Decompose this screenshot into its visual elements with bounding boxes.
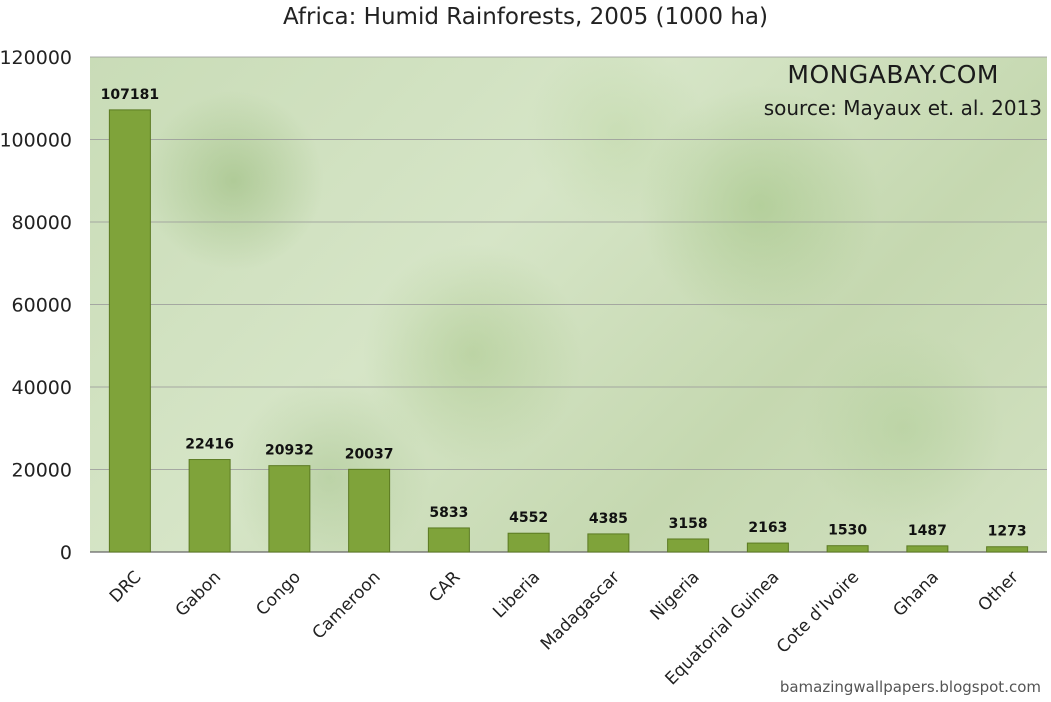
x-tick-label: Nigeria — [647, 567, 704, 624]
bar — [746, 542, 789, 553]
bar — [507, 532, 550, 553]
y-tick-label: 120000 — [0, 47, 72, 69]
y-tick-label: 40000 — [12, 377, 72, 399]
data-label: 1487 — [908, 523, 947, 539]
data-label: 4385 — [589, 511, 628, 527]
y-tick-label: 60000 — [12, 295, 72, 317]
data-label: 20037 — [345, 446, 394, 462]
data-label: 22416 — [185, 437, 234, 453]
data-label: 20932 — [265, 443, 314, 459]
y-tick-label: 100000 — [0, 130, 72, 152]
bar — [826, 545, 869, 553]
bar — [427, 527, 470, 553]
bar — [667, 538, 710, 553]
y-tick-label: 80000 — [12, 212, 72, 234]
watermark-brand: MONGABAY.COM — [787, 60, 999, 89]
x-tick-label: Gabon — [172, 567, 225, 620]
data-label: 3158 — [669, 516, 708, 532]
bar — [587, 533, 630, 553]
data-label: 1273 — [988, 524, 1027, 540]
x-tick-label: DRC — [106, 567, 146, 607]
x-tick-label: Liberia — [489, 567, 544, 622]
x-tick-label: Other — [974, 567, 1022, 615]
x-tick-label: Congo — [252, 567, 305, 620]
watermark-source: source: Mayaux et. al. 2013 — [763, 96, 1042, 120]
footer-credit: bamazingwallpapers.blogspot.com — [779, 678, 1041, 696]
bar — [348, 468, 391, 553]
data-label: 5833 — [429, 505, 468, 521]
x-tick-label: CAR — [425, 567, 464, 606]
data-label: 4552 — [509, 510, 548, 526]
data-label: 107181 — [101, 87, 159, 103]
x-tick-label: Ghana — [889, 567, 942, 620]
bar — [906, 545, 949, 553]
y-tick-label: 0 — [60, 542, 72, 564]
bar — [108, 109, 151, 553]
x-tick-label: Cote d'Ivoire — [773, 567, 863, 657]
chart-title: Africa: Humid Rainforests, 2005 (1000 ha… — [283, 4, 768, 30]
data-label: 2163 — [748, 520, 787, 536]
bar — [188, 459, 231, 553]
data-label: 1530 — [828, 523, 867, 539]
x-tick-label: Madagascar — [537, 567, 624, 654]
bar — [268, 465, 311, 553]
x-tick-label: Cameroon — [309, 567, 385, 643]
bar — [986, 546, 1029, 553]
y-tick-label: 20000 — [12, 460, 72, 482]
